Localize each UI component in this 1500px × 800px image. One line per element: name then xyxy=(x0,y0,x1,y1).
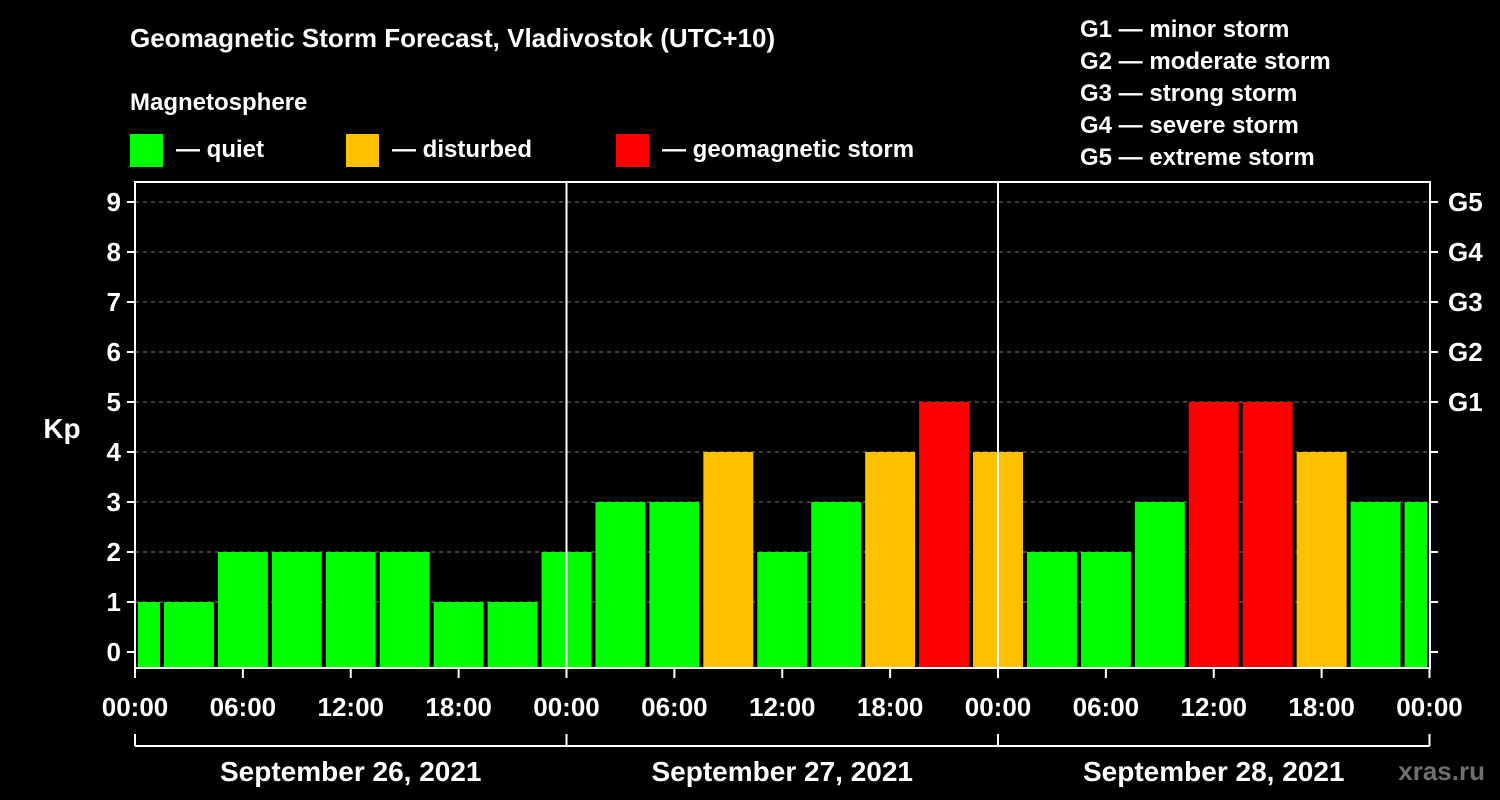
day-label: September 28, 2021 xyxy=(1083,756,1345,787)
legend-label-storm: — geomagnetic storm xyxy=(662,136,914,163)
legend-swatch-quiet xyxy=(130,134,163,167)
x-tick-label: 18:00 xyxy=(1288,692,1355,722)
kp-bar xyxy=(163,602,214,668)
y-tick-label: 1 xyxy=(107,587,121,617)
kp-bar xyxy=(1350,502,1401,668)
chart-title: Geomagnetic Storm Forecast, Vladivostok … xyxy=(130,23,775,53)
watermark: xras.ru xyxy=(1398,756,1485,786)
y-tick-label: 8 xyxy=(107,237,121,267)
g-scale-g2: G2 — moderate storm xyxy=(1080,48,1331,75)
kp-bar xyxy=(487,602,538,668)
legend-label-disturbed: — disturbed xyxy=(392,136,532,163)
g-level-label: G3 xyxy=(1448,287,1483,317)
x-tick-label: 18:00 xyxy=(425,692,492,722)
x-tick-label: 06:00 xyxy=(210,692,277,722)
y-tick-label: 6 xyxy=(107,337,121,367)
g-level-label: G5 xyxy=(1448,187,1483,217)
x-tick-label: 06:00 xyxy=(641,692,708,722)
kp-bar xyxy=(811,502,862,668)
x-tick-label: 00:00 xyxy=(1396,692,1463,722)
g-scale-g3: G3 — strong storm xyxy=(1080,80,1297,107)
legend-swatch-disturbed xyxy=(346,134,379,167)
y-tick-label: 3 xyxy=(107,487,121,517)
g-scale-g5: G5 — extreme storm xyxy=(1080,144,1315,171)
legend-label-quiet: — quiet xyxy=(176,136,264,163)
kp-bar xyxy=(1026,552,1077,668)
y-tick-label: 0 xyxy=(107,637,121,667)
kp-bar xyxy=(595,502,646,668)
kp-bar xyxy=(865,452,916,668)
x-tick-label: 00:00 xyxy=(965,692,1032,722)
kp-bar xyxy=(217,552,268,668)
y-tick-label: 5 xyxy=(107,387,121,417)
kp-bar xyxy=(649,502,700,668)
g-scale-g1: G1 — minor storm xyxy=(1080,16,1289,43)
kp-bar xyxy=(757,552,808,668)
x-tick-label: 00:00 xyxy=(533,692,600,722)
x-tick-label: 12:00 xyxy=(1181,692,1248,722)
legend-swatch-storm xyxy=(616,134,649,167)
kp-bar xyxy=(1134,502,1185,668)
g-level-label: G4 xyxy=(1448,237,1483,267)
y-tick-label: 2 xyxy=(107,537,121,567)
legend-heading: Magnetosphere xyxy=(130,89,307,116)
plot-area: 0 1 2 3 4 5 6 7 8 9 G1 G2 G3 G4 G5 Kp 00:00 06:00 12:00 18:… xyxy=(43,181,1483,787)
y-tick-label: 7 xyxy=(107,287,121,317)
kp-bar xyxy=(1404,502,1427,668)
kp-bar xyxy=(1296,452,1347,668)
kp-bar xyxy=(433,602,484,668)
g-scale-g4: G4 — severe storm xyxy=(1080,112,1299,139)
x-tick-label: 00:00 xyxy=(102,692,169,722)
kp-bar xyxy=(271,552,322,668)
kp-bar xyxy=(1188,402,1239,668)
kp-bar xyxy=(1080,552,1131,668)
day-label: September 26, 2021 xyxy=(220,756,482,787)
kp-bar xyxy=(325,552,376,668)
kp-bar xyxy=(138,602,160,668)
g-level-label: G2 xyxy=(1448,337,1483,367)
kp-bar xyxy=(703,452,754,668)
g-level-label: G1 xyxy=(1448,387,1483,417)
kp-bar xyxy=(919,402,970,668)
y-tick-label: 4 xyxy=(107,437,122,467)
kp-bar xyxy=(1242,402,1293,668)
y-tick-label: 9 xyxy=(107,187,121,217)
x-tick-label: 06:00 xyxy=(1073,692,1140,722)
x-tick-label: 18:00 xyxy=(857,692,924,722)
y-axis-label: Kp xyxy=(43,413,80,444)
day-label: September 27, 2021 xyxy=(652,756,914,787)
kp-bar xyxy=(379,552,430,668)
x-tick-label: 12:00 xyxy=(749,692,816,722)
x-tick-label: 12:00 xyxy=(318,692,385,722)
